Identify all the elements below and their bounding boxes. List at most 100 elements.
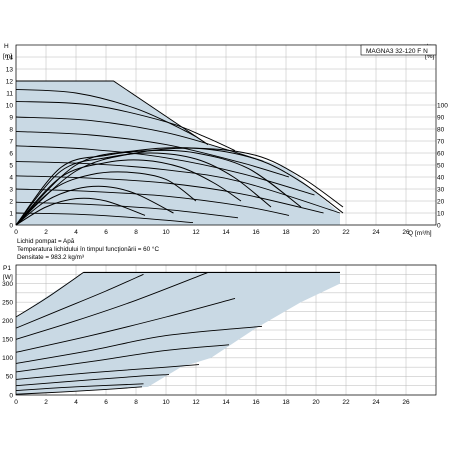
head-axis-unit: [m] — [3, 53, 12, 60]
power-curves — [15, 272, 263, 395]
efficiency-curve-7 — [15, 185, 174, 226]
power-x-tick: 14 — [222, 399, 230, 406]
power-y-tick-labels: 0 50 100 150 200 250 300 — [2, 281, 13, 399]
power-y-tick: 300 — [2, 281, 13, 288]
head-axis-label: H — [4, 43, 9, 50]
power-y-tick: 50 — [6, 374, 14, 381]
eta-y-tick: 30 — [437, 186, 445, 193]
eta-y-tick: 60 — [437, 150, 445, 157]
eta-y-tick: 0 — [437, 222, 441, 229]
head-y-tick: 13 — [6, 66, 14, 73]
power-y-tick: 0 — [9, 392, 13, 399]
flow-x-tick: 0 — [14, 229, 18, 236]
head-curve-5 — [15, 145, 315, 196]
power-curve-2 — [15, 273, 144, 329]
power-curve-4 — [15, 297, 236, 353]
flow-axis-unit: [m³/h] — [415, 230, 432, 237]
power-y-tick: 100 — [2, 355, 13, 362]
efficiency-curve-8 — [15, 197, 146, 226]
head-y-tick: 8 — [9, 126, 13, 133]
power-x-tick: 18 — [282, 399, 290, 406]
head-curve-1 — [15, 88, 209, 145]
head-y-tick: 5 — [9, 162, 13, 169]
head-y-tick: 3 — [9, 186, 13, 193]
power-curve-8 — [15, 374, 170, 387]
eta-y-tick-labels: 0 10 20 30 40 50 60 70 80 90 100 — [437, 102, 448, 229]
power-curve-3 — [15, 272, 209, 340]
power-x-tick: 4 — [74, 399, 78, 406]
power-x-tick: 16 — [252, 399, 260, 406]
head-curve-7 — [15, 175, 324, 214]
head-y-tick: 1 — [9, 210, 13, 217]
head-y-tick: 10 — [6, 102, 14, 109]
power-x-tick: 0 — [14, 399, 18, 406]
head-curve-8 — [15, 188, 290, 216]
head-chart: H [m] eta [%] MAGNA3 32-120 F N Q [m³/h]… — [3, 43, 448, 261]
efficiency-curve-4 — [15, 152, 272, 226]
power-axis-unit: [W] — [3, 274, 13, 281]
flow-x-tick: 16 — [252, 229, 260, 236]
head-y-tick: 6 — [9, 150, 13, 157]
power-curve-1 — [15, 272, 84, 318]
flow-x-tick: 18 — [282, 229, 290, 236]
power-x-tick: 10 — [162, 399, 170, 406]
power-curve-9 — [15, 383, 144, 391]
eta-y-tick: 50 — [437, 162, 445, 169]
eta-y-tick: 100 — [437, 102, 448, 109]
power-x-tick: 22 — [342, 399, 350, 406]
head-y-tick: 9 — [9, 114, 13, 121]
head-y-tick: 12 — [6, 78, 14, 85]
head-y-tick: 4 — [9, 174, 13, 181]
power-x-tick: 12 — [192, 399, 200, 406]
max-curve-line — [16, 80, 209, 145]
power-axis-label: P1 — [3, 265, 11, 272]
power-y-tick: 200 — [2, 318, 13, 325]
efficiency-curve-2 — [15, 147, 344, 226]
power-x-tick: 26 — [402, 399, 410, 406]
flow-x-tick: 20 — [312, 229, 320, 236]
flow-x-tick: 22 — [342, 229, 350, 236]
head-curve-2 — [15, 100, 236, 152]
efficiency-curve-6 — [15, 171, 197, 226]
fluid-annotation: Lichid pompat = Apă — [17, 238, 75, 245]
eta-y-tick: 70 — [437, 138, 445, 145]
head-y-tick: 11 — [6, 90, 13, 97]
eta-y-tick: 80 — [437, 126, 445, 133]
flow-x-tick: 14 — [222, 229, 230, 236]
eta-y-tick: 40 — [437, 174, 445, 181]
eta-y-tick: 90 — [437, 114, 445, 121]
flow-axis-label: Q — [408, 230, 413, 237]
head-curve-9 — [15, 201, 239, 219]
efficiency-curve-5 — [15, 159, 242, 226]
temperature-annotation: Temperatura lichidului în timpul funcţio… — [17, 245, 159, 253]
power-x-tick: 24 — [372, 399, 380, 406]
head-curve-4 — [15, 130, 290, 178]
eta-y-tick: 20 — [437, 198, 445, 205]
power-curve-7 — [15, 364, 200, 380]
flow-x-tick-labels: 0 2 4 6 8 10 12 14 16 18 20 22 24 26 — [14, 229, 410, 236]
flow-x-tick: 6 — [104, 229, 108, 236]
power-chart-frame — [15, 264, 437, 396]
flow-x-tick: 8 — [134, 229, 138, 236]
density-annotation: Densitate = 983.2 kg/m³ — [17, 254, 84, 261]
head-curves — [15, 88, 341, 224]
efficiency-curve-3 — [15, 149, 302, 226]
power-curve-10 — [15, 386, 143, 395]
power-x-tick: 8 — [134, 399, 138, 406]
power-curve-6 — [15, 344, 230, 373]
eta-axis-unit: [%] — [425, 53, 435, 60]
efficiency-curves — [15, 147, 344, 226]
head-y-tick: 2 — [9, 198, 13, 205]
flow-x-tick: 4 — [74, 229, 78, 236]
flow-x-tick: 10 — [162, 229, 170, 236]
head-y-tick: 7 — [9, 138, 13, 145]
chart-title-box: MAGNA3 32-120 F N — [360, 44, 437, 56]
head-operating-area-fill — [16, 81, 340, 225]
power-x-tick: 20 — [312, 399, 320, 406]
head-chart-frame — [15, 44, 437, 226]
chart-title-frame — [360, 44, 437, 56]
head-curve-3 — [15, 116, 264, 162]
